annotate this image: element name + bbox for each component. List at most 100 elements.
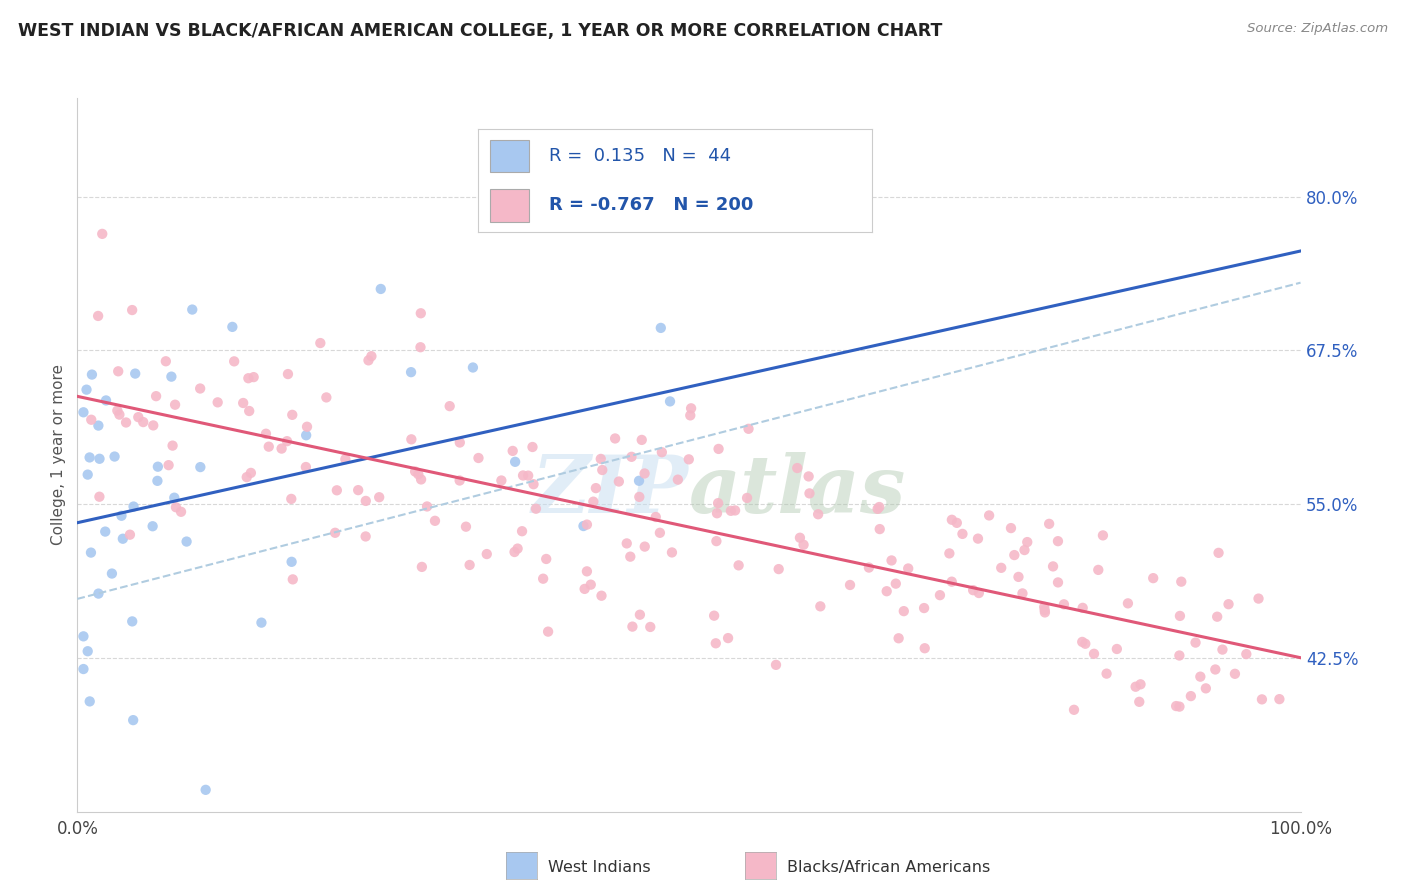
Point — [1184, 635, 1206, 649]
Point — [1223, 666, 1246, 681]
Point — [603, 432, 626, 446]
Point — [280, 491, 302, 506]
Point — [368, 490, 391, 504]
Point — [768, 562, 790, 576]
Point — [270, 442, 292, 456]
Point — [1083, 647, 1105, 661]
Point — [1208, 546, 1230, 560]
Point — [914, 641, 936, 656]
Point — [295, 428, 318, 442]
Point — [1180, 689, 1202, 703]
Point — [357, 353, 380, 368]
Point — [163, 491, 186, 505]
Point — [990, 561, 1012, 575]
Point — [323, 525, 346, 540]
Point — [1063, 703, 1085, 717]
Point — [866, 501, 889, 516]
Point — [295, 460, 318, 475]
Point — [707, 442, 730, 456]
Point — [207, 395, 229, 409]
Point — [628, 607, 651, 622]
Point — [510, 524, 533, 539]
Point — [122, 713, 145, 727]
Point — [628, 490, 651, 504]
Point — [404, 465, 426, 479]
Point — [650, 321, 672, 335]
Y-axis label: College, 1 year or more: College, 1 year or more — [51, 365, 66, 545]
Point — [666, 473, 689, 487]
Point — [335, 452, 357, 467]
Point — [679, 409, 702, 423]
Point — [1087, 563, 1109, 577]
Point — [607, 475, 630, 489]
Point — [1042, 559, 1064, 574]
Point — [280, 555, 302, 569]
Point — [585, 481, 607, 495]
Point — [467, 450, 489, 465]
Point — [704, 636, 727, 650]
Point — [221, 319, 243, 334]
Point — [165, 398, 187, 412]
Point — [491, 474, 513, 488]
Point — [72, 662, 94, 676]
Point — [76, 383, 98, 397]
Point — [160, 369, 183, 384]
Point — [411, 560, 433, 574]
Point — [737, 422, 759, 436]
Point — [454, 519, 477, 533]
Point — [659, 394, 682, 409]
Point — [1033, 606, 1056, 620]
Point — [1091, 528, 1114, 542]
Point — [115, 416, 138, 430]
Point — [706, 506, 728, 520]
Point — [967, 586, 990, 600]
Point — [315, 391, 337, 405]
Point — [326, 483, 349, 498]
Point — [1170, 574, 1192, 589]
Point — [399, 365, 422, 379]
Point — [1211, 642, 1233, 657]
Point — [1074, 637, 1097, 651]
Point — [502, 444, 524, 458]
Point — [534, 552, 557, 566]
Point — [661, 545, 683, 559]
Point — [962, 583, 984, 598]
Point — [977, 508, 1000, 523]
Text: WEST INDIAN VS BLACK/AFRICAN AMERICAN COLLEGE, 1 YEAR OR MORE CORRELATION CHART: WEST INDIAN VS BLACK/AFRICAN AMERICAN CO… — [18, 22, 942, 40]
Point — [640, 620, 662, 634]
Point — [1011, 586, 1033, 600]
Point — [1125, 680, 1147, 694]
Point — [1142, 571, 1164, 585]
Point — [423, 514, 446, 528]
Point — [89, 451, 111, 466]
Point — [574, 582, 596, 596]
Point — [1166, 699, 1188, 714]
Point — [839, 578, 862, 592]
Point — [1007, 570, 1029, 584]
Point — [235, 470, 257, 484]
Point — [295, 419, 318, 434]
Point — [142, 519, 165, 533]
Point — [111, 532, 134, 546]
Point — [1234, 647, 1257, 661]
Point — [633, 467, 655, 481]
Point — [146, 474, 169, 488]
Point — [681, 401, 703, 416]
Point — [941, 513, 963, 527]
Point — [103, 450, 125, 464]
Point — [165, 500, 187, 515]
Point — [281, 408, 304, 422]
Point — [887, 632, 910, 646]
Point — [582, 494, 605, 508]
Point — [912, 601, 935, 615]
Point — [1053, 597, 1076, 611]
Point — [238, 404, 260, 418]
Point — [107, 364, 129, 378]
Point — [1251, 692, 1274, 706]
Point — [893, 604, 915, 618]
Point — [1071, 635, 1094, 649]
Point — [101, 566, 124, 581]
Point — [1017, 535, 1039, 549]
Text: West Indians: West Indians — [548, 860, 651, 874]
Point — [80, 413, 103, 427]
